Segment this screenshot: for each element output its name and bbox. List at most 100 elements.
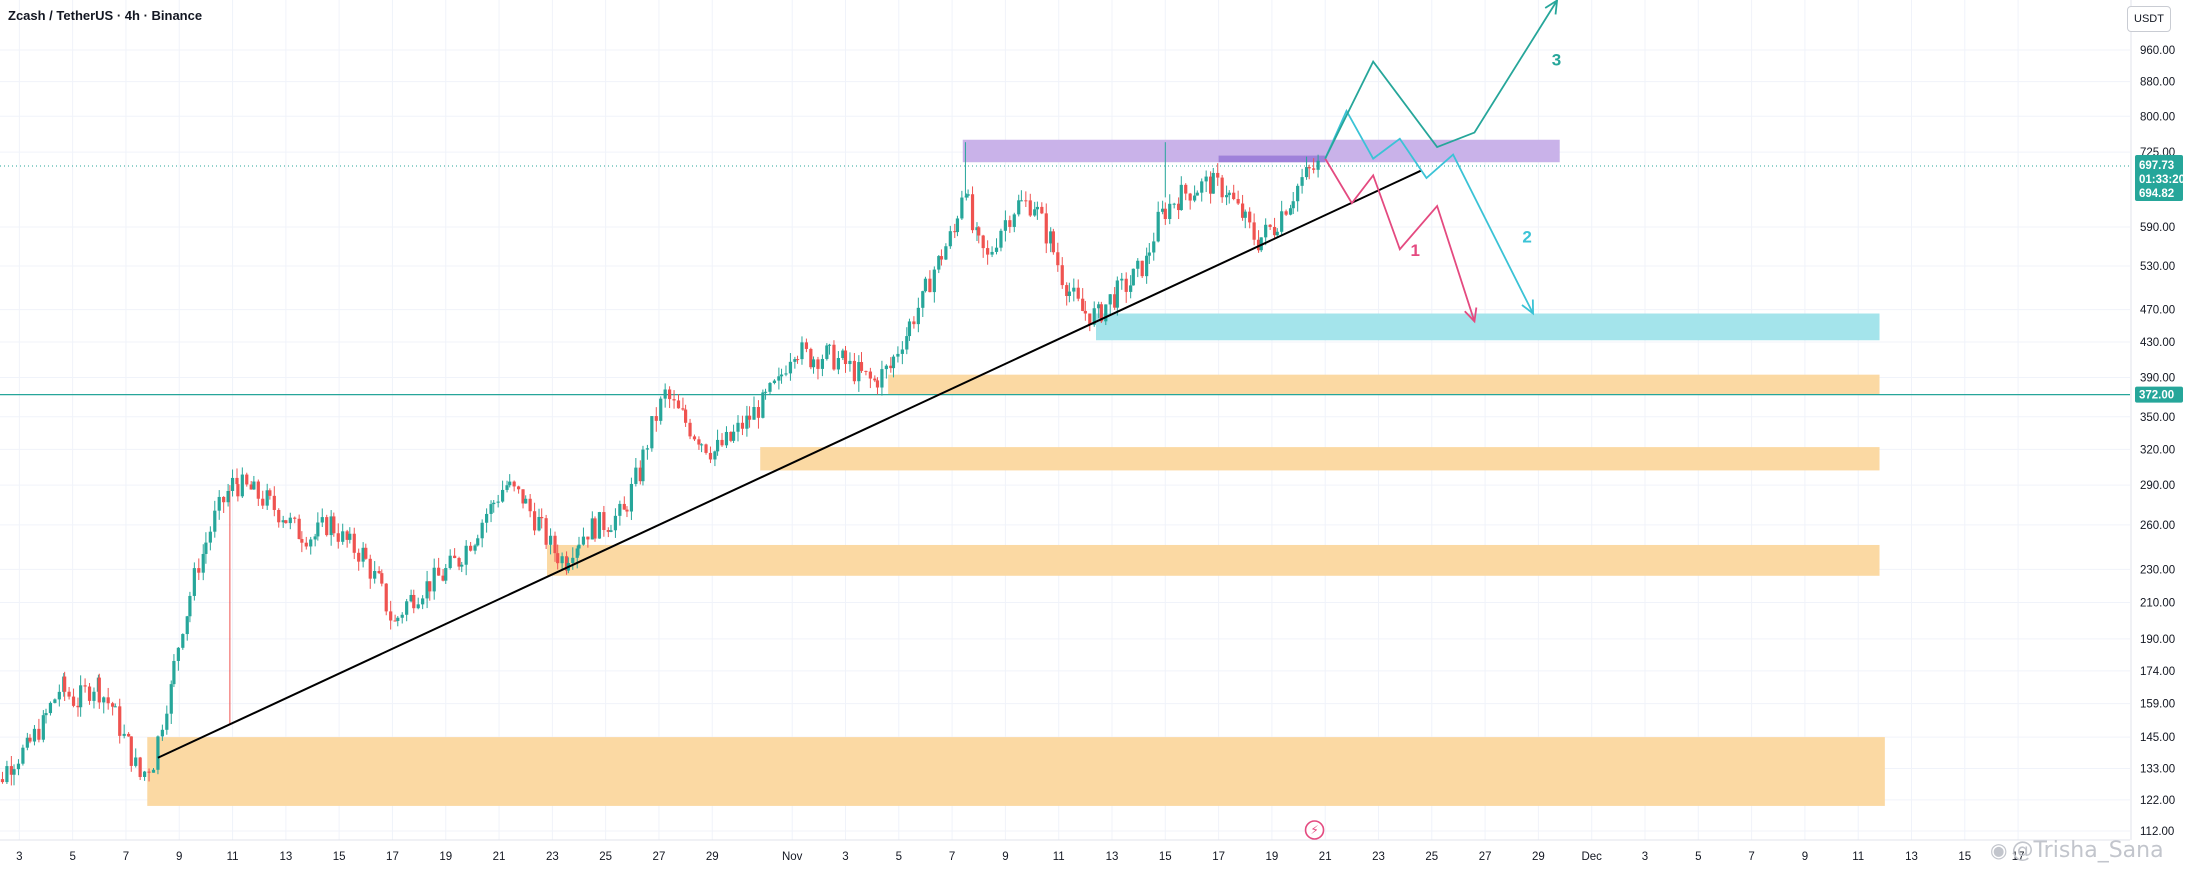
candle-body[interactable]: [1044, 213, 1048, 244]
candle-body[interactable]: [176, 647, 180, 661]
candle-body[interactable]: [345, 531, 349, 540]
candle-body[interactable]: [476, 538, 480, 546]
candle-body[interactable]: [44, 713, 48, 716]
candle-body[interactable]: [944, 246, 948, 260]
candle-body[interactable]: [32, 728, 37, 742]
candle-body[interactable]: [127, 733, 131, 737]
candle-body[interactable]: [1033, 209, 1037, 216]
candle-body[interactable]: [469, 545, 473, 551]
candle-body[interactable]: [816, 359, 820, 369]
candle-body[interactable]: [948, 231, 952, 247]
candle-body[interactable]: [1049, 231, 1053, 244]
candle-body[interactable]: [492, 502, 496, 505]
candle-body[interactable]: [297, 518, 301, 540]
candle-body[interactable]: [970, 194, 975, 231]
candle-body[interactable]: [288, 517, 292, 524]
candle-body[interactable]: [192, 568, 196, 596]
candle-body[interactable]: [1177, 203, 1181, 211]
candle-body[interactable]: [1019, 200, 1023, 202]
candle-body[interactable]: [1108, 294, 1112, 305]
candle-body[interactable]: [720, 439, 724, 446]
candle-body[interactable]: [912, 321, 916, 325]
candle-body[interactable]: [1288, 208, 1293, 215]
candle-body[interactable]: [1012, 214, 1016, 227]
candle-body[interactable]: [147, 771, 151, 773]
candle-body[interactable]: [1312, 168, 1316, 170]
candle-body[interactable]: [512, 481, 516, 487]
candle-body[interactable]: [880, 369, 884, 388]
candle-body[interactable]: [868, 371, 872, 379]
candle-body[interactable]: [448, 555, 452, 569]
candle-body[interactable]: [256, 481, 260, 499]
candle-body[interactable]: [1232, 192, 1236, 200]
candle-body[interactable]: [261, 498, 265, 506]
candle-body[interactable]: [663, 389, 667, 399]
candle-body[interactable]: [1304, 167, 1309, 178]
candle-body[interactable]: [76, 705, 80, 708]
candle-body[interactable]: [659, 398, 663, 421]
candle-body[interactable]: [501, 489, 505, 502]
candle-body[interactable]: [1252, 222, 1256, 240]
candle-body[interactable]: [300, 539, 304, 543]
candle-body[interactable]: [1268, 224, 1272, 227]
candle-body[interactable]: [1113, 294, 1117, 308]
candle-body[interactable]: [245, 474, 249, 485]
candle-body[interactable]: [1200, 181, 1204, 193]
candle-body[interactable]: [25, 737, 29, 748]
candle-body[interactable]: [1316, 160, 1320, 170]
candle-body[interactable]: [575, 548, 579, 558]
candle-body[interactable]: [1204, 176, 1208, 182]
candle-body[interactable]: [1072, 287, 1076, 292]
candle-body[interactable]: [597, 512, 602, 539]
candle-body[interactable]: [441, 575, 445, 581]
candle-body[interactable]: [309, 539, 313, 547]
candle-body[interactable]: [377, 571, 381, 574]
candle-body[interactable]: [460, 564, 464, 567]
candle-body[interactable]: [581, 536, 586, 545]
candle-body[interactable]: [1275, 231, 1279, 236]
candle-body[interactable]: [625, 509, 629, 512]
zone-purple[interactable]: [962, 139, 1560, 163]
candle-body[interactable]: [905, 336, 909, 350]
candle-body[interactable]: [1256, 239, 1261, 251]
candle-body[interactable]: [1248, 211, 1252, 223]
candle-body[interactable]: [1193, 195, 1197, 201]
candle-body[interactable]: [736, 422, 740, 432]
candle-body[interactable]: [804, 342, 809, 349]
candle-body[interactable]: [213, 510, 217, 532]
candle-body[interactable]: [708, 452, 713, 460]
candle-body[interactable]: [252, 481, 256, 490]
candle-body[interactable]: [1099, 304, 1103, 322]
candle-body[interactable]: [928, 278, 932, 293]
candle-body[interactable]: [325, 517, 329, 536]
candle-body[interactable]: [873, 378, 877, 381]
candle-body[interactable]: [230, 477, 235, 491]
candle-body[interactable]: [729, 431, 733, 441]
candle-body[interactable]: [994, 247, 999, 252]
candle-body[interactable]: [437, 567, 441, 576]
candle-body[interactable]: [156, 736, 160, 770]
candle-body[interactable]: [16, 763, 21, 770]
candle-body[interactable]: [138, 757, 142, 777]
candle-body[interactable]: [428, 581, 432, 592]
candle-body[interactable]: [1240, 203, 1245, 218]
lightning-marker-icon[interactable]: [1304, 820, 1325, 840]
candle-body[interactable]: [937, 256, 941, 270]
candle-body[interactable]: [87, 686, 92, 701]
candle-body[interactable]: [891, 356, 896, 369]
candle-body[interactable]: [197, 568, 201, 573]
candle-body[interactable]: [12, 769, 16, 775]
candle-body[interactable]: [1120, 278, 1124, 281]
candle-body[interactable]: [113, 706, 117, 708]
candle-body[interactable]: [524, 498, 528, 504]
candle-body[interactable]: [102, 697, 106, 703]
candle-body[interactable]: [629, 483, 634, 512]
candle-body[interactable]: [528, 498, 532, 512]
candle-body[interactable]: [1209, 176, 1213, 194]
candle-body[interactable]: [1163, 208, 1167, 220]
candle-body[interactable]: [981, 235, 985, 249]
candle-body[interactable]: [53, 699, 57, 703]
candle-body[interactable]: [1224, 195, 1229, 198]
